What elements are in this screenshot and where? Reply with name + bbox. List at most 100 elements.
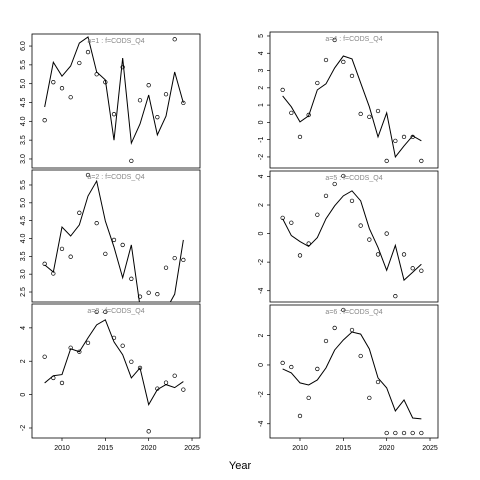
data-point <box>172 373 177 378</box>
data-point <box>155 386 160 391</box>
data-point <box>393 138 398 144</box>
data-point <box>393 430 398 436</box>
data-point <box>401 430 407 436</box>
data-point <box>181 257 186 263</box>
data-point <box>332 181 337 187</box>
data-point <box>367 237 372 242</box>
data-point <box>349 198 355 204</box>
data-point <box>51 375 56 381</box>
data-point <box>410 430 415 436</box>
y-tick-label: 2 <box>20 359 27 363</box>
data-point <box>129 276 134 281</box>
x-tick-label: 2020 <box>379 445 395 452</box>
y-tick-label: 3.5 <box>20 251 27 261</box>
data-point <box>103 309 108 314</box>
data-point <box>111 112 117 117</box>
y-tick-label: -1 <box>258 136 265 142</box>
y-tick-label: 4 <box>20 326 27 330</box>
data-point <box>401 134 407 140</box>
y-tick-label: 3.0 <box>20 154 27 164</box>
y-tick-label: 2.5 <box>20 287 27 297</box>
data-point <box>349 327 355 333</box>
data-point <box>68 345 73 350</box>
data-point <box>59 86 65 91</box>
data-point <box>410 266 415 271</box>
panel-title: a=2 : f=CODS_Q4 <box>87 174 144 181</box>
data-point <box>401 252 407 257</box>
y-tick-label: 3 <box>258 68 265 72</box>
data-point <box>59 380 65 386</box>
data-point <box>323 338 329 344</box>
x-axis-label: Year <box>229 460 252 472</box>
panel <box>42 36 186 163</box>
data-point <box>341 59 346 65</box>
series-line <box>282 190 422 282</box>
y-tick-label: -4 <box>258 288 265 294</box>
series-line <box>44 36 184 146</box>
panel-frame <box>269 170 439 303</box>
data-point <box>137 365 143 371</box>
data-point <box>375 252 381 257</box>
data-point <box>155 115 160 120</box>
panel-title: a=5 : f=CODS_Q4 <box>325 175 382 182</box>
data-point <box>323 57 329 63</box>
data-point <box>367 114 372 119</box>
y-tick-label: 5.0 <box>20 79 27 89</box>
data-point <box>68 254 73 259</box>
x-tick-label: 2010 <box>54 445 70 452</box>
data-point <box>163 92 169 97</box>
data-point <box>85 340 91 346</box>
data-point <box>181 387 186 392</box>
y-tick-label: -4 <box>258 421 265 427</box>
x-tick-label: 2025 <box>184 445 200 452</box>
data-point <box>51 271 56 276</box>
data-point <box>85 49 91 55</box>
y-tick-label: 2 <box>258 86 265 90</box>
data-point <box>59 246 65 251</box>
data-point <box>297 253 303 258</box>
x-tick-label: 2010 <box>292 445 308 452</box>
panel <box>280 37 424 164</box>
data-point <box>419 430 424 436</box>
y-tick-label: 0 <box>20 393 27 397</box>
data-point <box>85 172 91 178</box>
y-tick-label: 4.5 <box>20 98 27 108</box>
x-tick-label: 2020 <box>141 445 157 452</box>
data-point <box>297 413 303 419</box>
y-tick-label: 3.0 <box>20 269 27 279</box>
data-point <box>315 366 320 372</box>
data-point <box>410 134 415 140</box>
y-tick-label: 0 <box>258 120 265 124</box>
data-point <box>315 80 320 86</box>
data-point <box>315 212 320 217</box>
series-line <box>44 179 184 302</box>
data-point <box>384 158 389 164</box>
data-point <box>77 210 82 215</box>
y-tick-label: 0 <box>258 232 265 236</box>
data-point <box>181 100 186 106</box>
data-point <box>297 134 303 140</box>
data-point <box>94 221 99 226</box>
panel-title: a=1 : f=CODS_Q4 <box>87 38 144 45</box>
data-point <box>94 309 99 314</box>
data-point <box>129 158 134 163</box>
data-point <box>306 241 311 246</box>
data-point <box>120 242 125 248</box>
panel-frame <box>31 303 201 439</box>
y-tick-label: -2 <box>20 425 27 431</box>
data-point <box>332 37 337 43</box>
series-line <box>44 319 184 406</box>
data-point <box>120 64 125 70</box>
y-tick-label: 0 <box>258 363 265 367</box>
data-point <box>289 220 294 225</box>
data-point <box>358 353 363 359</box>
data-point <box>280 87 285 93</box>
data-point <box>155 292 160 297</box>
y-tick-label: 5.5 <box>20 180 27 190</box>
y-tick-label: 5.5 <box>20 60 27 70</box>
y-tick-label: 3.5 <box>20 135 27 145</box>
data-point <box>341 307 346 313</box>
data-point <box>42 118 47 123</box>
data-point <box>419 158 424 164</box>
y-tick-label: 6.0 <box>20 41 27 51</box>
